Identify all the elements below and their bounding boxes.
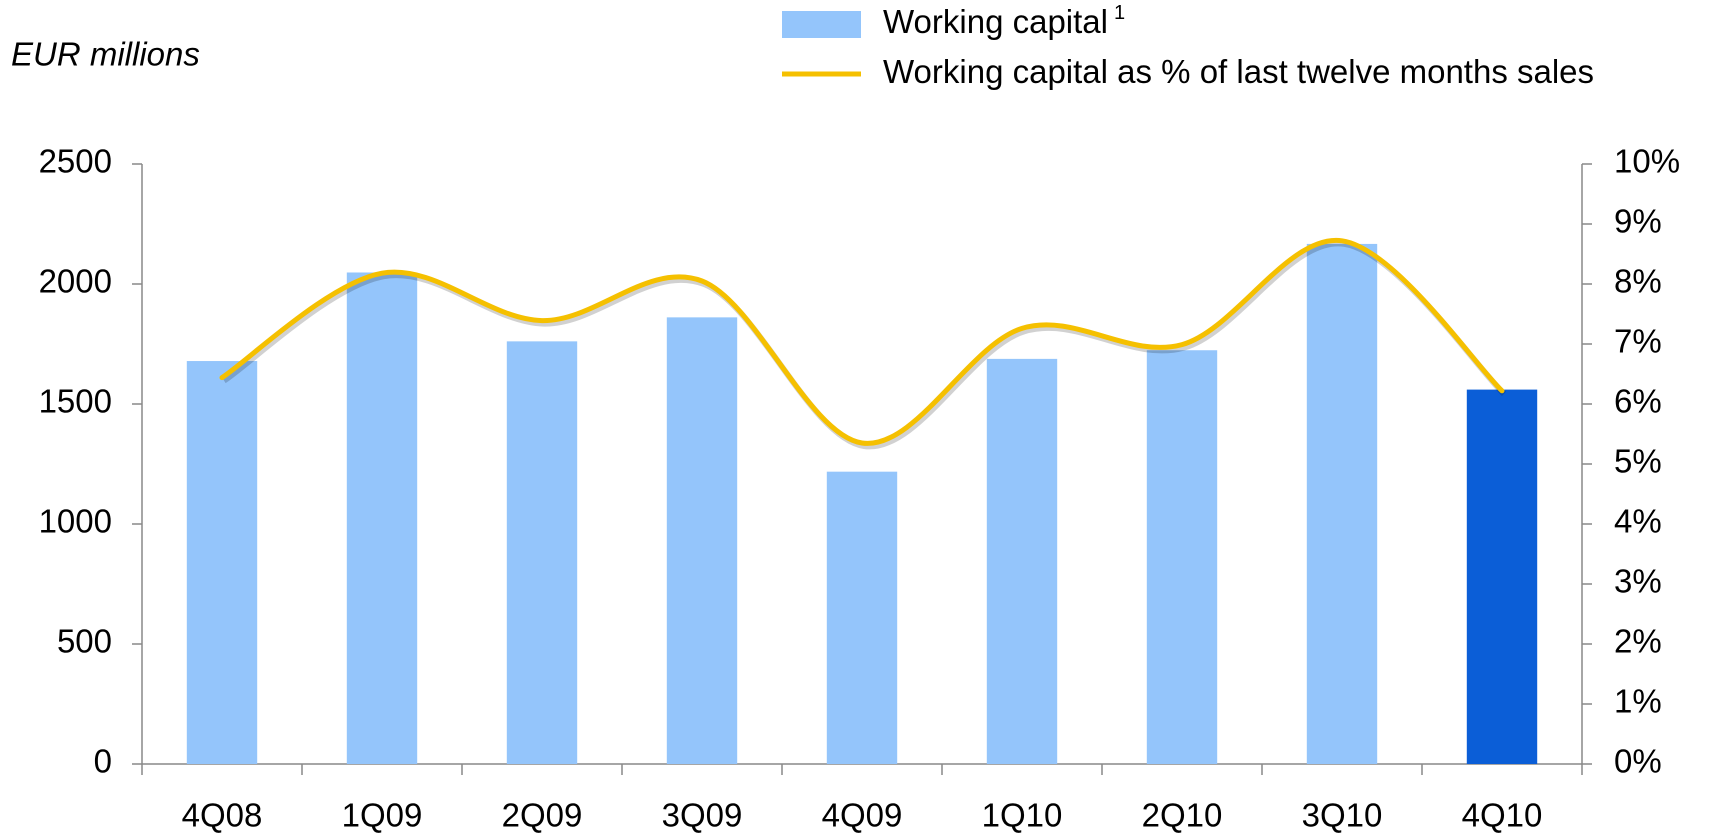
legend-text: Working capital as % of last twelve mont… xyxy=(883,53,1594,90)
bar xyxy=(666,317,738,764)
y2-tick-label: 1% xyxy=(1614,683,1662,720)
y2-tick-label: 8% xyxy=(1614,263,1662,300)
y2-tick-label: 9% xyxy=(1614,203,1662,240)
x-tick-label: 4Q09 xyxy=(822,797,903,834)
legend-label: Working capital as % of last twelve mont… xyxy=(883,53,1594,90)
y2-tick-label: 2% xyxy=(1614,623,1662,660)
bar xyxy=(506,341,578,764)
x-tick-label: 2Q10 xyxy=(1142,797,1223,834)
bar xyxy=(1146,350,1218,764)
bar xyxy=(186,361,258,764)
y2-tick-label: 6% xyxy=(1614,383,1662,420)
bar xyxy=(1306,243,1378,765)
x-tick-label: 1Q09 xyxy=(342,797,423,834)
bar xyxy=(986,358,1058,764)
x-tick-label: 4Q08 xyxy=(182,797,263,834)
y2-tick-label: 7% xyxy=(1614,323,1662,360)
bar xyxy=(1466,389,1538,764)
y2-tick-label: 0% xyxy=(1614,743,1662,780)
y-tick-label: 2500 xyxy=(39,143,112,180)
y-tick-label: 2000 xyxy=(39,263,112,300)
y2-tick-label: 10% xyxy=(1614,143,1680,180)
legend-label: Working capital 1 xyxy=(883,2,1125,39)
legend-text: Working capital xyxy=(883,3,1108,40)
y-axis-label: EUR millions xyxy=(11,36,200,73)
line xyxy=(219,238,1505,446)
y2-tick-label: 5% xyxy=(1614,443,1662,480)
y-tick-label: 500 xyxy=(57,623,112,660)
y-tick-label: 1000 xyxy=(39,503,112,540)
x-tick-label: 2Q09 xyxy=(502,797,583,834)
x-tick-label: 4Q10 xyxy=(1462,797,1543,834)
bar xyxy=(826,471,898,764)
legend-footnote: 1 xyxy=(1114,2,1125,24)
y2-tick-label: 3% xyxy=(1614,563,1662,600)
y-tick-label: 1500 xyxy=(39,383,112,420)
x-tick-label: 3Q09 xyxy=(662,797,743,834)
x-tick-label: 3Q10 xyxy=(1302,797,1383,834)
bar xyxy=(346,272,418,764)
legend-swatch xyxy=(782,11,861,38)
y2-tick-label: 4% xyxy=(1614,503,1662,540)
y-tick-label: 0 xyxy=(94,743,112,780)
x-tick-label: 1Q10 xyxy=(982,797,1063,834)
